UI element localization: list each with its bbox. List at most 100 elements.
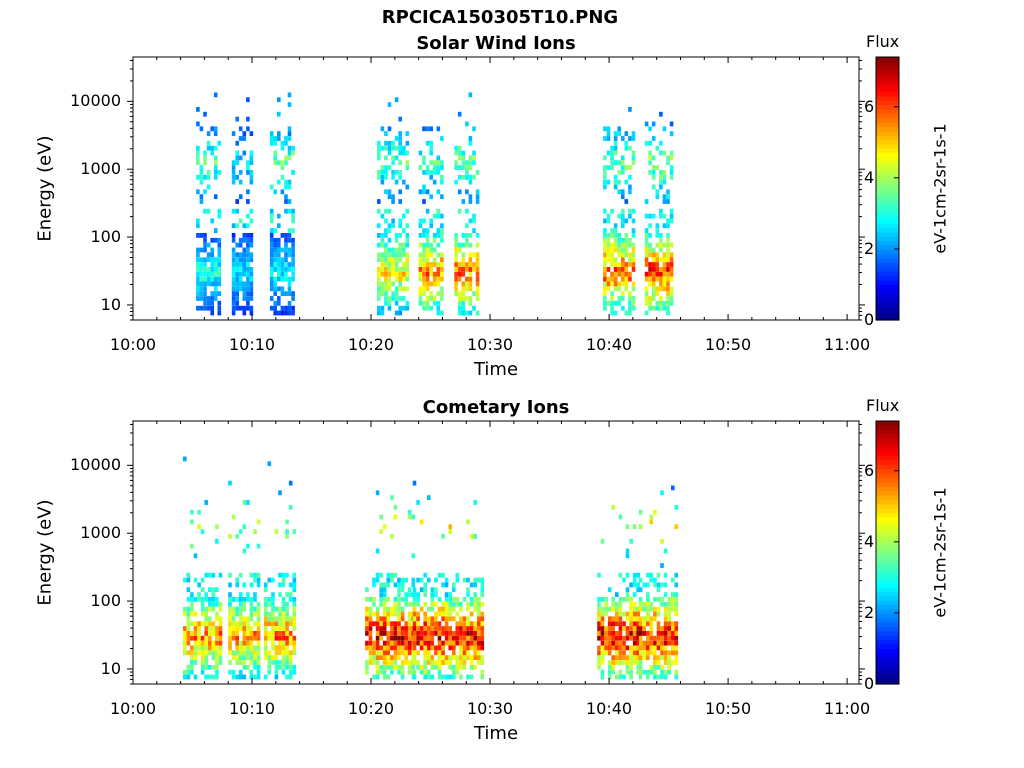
colorbar-segment [876, 170, 899, 176]
spectrogram-cell [407, 621, 412, 627]
spectrogram-cell [199, 247, 204, 253]
spectrogram-cell [284, 199, 288, 204]
spectrogram-cell [387, 247, 392, 253]
spectrogram-cell [646, 631, 650, 636]
colorbar-segment [876, 109, 899, 115]
spectrogram-cell [228, 626, 232, 631]
spectrogram-cell [249, 582, 254, 588]
colorbar-segment [876, 543, 899, 549]
spectrogram-cell [382, 582, 387, 588]
spectrogram-cell [291, 257, 295, 263]
spectrogram-cell [380, 305, 385, 311]
spectrogram-cell [648, 126, 652, 132]
spectrogram-cell [368, 606, 373, 612]
spectrogram-cell [632, 582, 637, 588]
spectrogram-cell [404, 601, 408, 607]
spectrogram-cell [473, 601, 477, 607]
spectrogram-cell [387, 150, 392, 156]
spectrogram-cell [285, 534, 289, 539]
spectrogram-cell [193, 597, 198, 602]
spectrogram-cell [407, 601, 412, 607]
spectrogram-cell [235, 645, 239, 651]
spectrogram-cell [211, 631, 216, 636]
spectrogram-cell [380, 213, 385, 219]
spectrogram-cell [448, 616, 452, 622]
spectrogram-cell [384, 155, 388, 161]
spectrogram-cell [281, 606, 286, 612]
spectrogram-cell [365, 660, 369, 665]
spectrogram-cell [368, 621, 373, 627]
spectrogram-cell [215, 660, 219, 665]
spectrogram-cell [430, 664, 435, 670]
spectrogram-cell [277, 296, 281, 301]
x-tick-label: 10:50 [705, 699, 752, 718]
spectrogram-cell [377, 170, 381, 175]
spectrogram-cell [644, 237, 649, 243]
spectrogram-cell [440, 257, 444, 263]
spectrogram-cell [671, 635, 675, 641]
spectrogram-cell [610, 165, 614, 170]
spectrogram-cell [190, 543, 194, 549]
spectrogram-cell [372, 582, 376, 588]
spectrogram-cell [249, 310, 254, 316]
colorbar-segment [876, 591, 899, 597]
spectrogram-cell [249, 233, 254, 238]
spectrogram-cell [462, 597, 467, 602]
colorbar-segment [876, 495, 899, 501]
spectrogram-cell [600, 538, 605, 544]
spectrogram-cell [249, 305, 254, 311]
spectrogram-cell [394, 276, 399, 282]
spectrogram-cell [249, 669, 254, 675]
spectrogram-cell [663, 650, 668, 656]
spectrogram-cell [213, 276, 218, 282]
spectrogram-cell [468, 281, 473, 287]
spectrogram-cell [291, 310, 295, 316]
spectrogram-cell [644, 276, 649, 282]
spectrogram-cell [603, 242, 607, 248]
spectrogram-cell [284, 276, 288, 282]
spectrogram-cell [183, 631, 187, 636]
spectrogram-cell [292, 601, 297, 607]
spectrogram-cell [242, 271, 247, 277]
spectrogram-cell [412, 660, 417, 665]
colorbar-segment [876, 653, 899, 659]
x-axis-label: Time [473, 723, 519, 744]
spectrogram-cell [277, 160, 281, 166]
spectrogram-cell [638, 640, 643, 646]
spectrogram-cell [246, 635, 250, 641]
spectrogram-cell [393, 626, 398, 631]
spectrogram-cell [183, 626, 187, 631]
spectrogram-cell [418, 262, 423, 267]
spectrogram-cell [217, 300, 222, 306]
spectrogram-cell [273, 237, 277, 243]
spectrogram-cell [228, 645, 232, 651]
spectrogram-cell [231, 635, 236, 641]
spectrogram-cell [441, 616, 445, 622]
spectrogram-cell [384, 271, 388, 277]
spectrogram-cell [642, 650, 646, 656]
spectrogram-cell [611, 660, 615, 665]
spectrogram-cell [287, 136, 292, 141]
spectrogram-cell [625, 587, 630, 593]
spectrogram-cell [238, 126, 243, 132]
spectrogram-cell [632, 640, 637, 646]
spectrogram-cell [423, 674, 427, 680]
spectrogram-cell [274, 631, 279, 636]
colorbar-segment [876, 70, 899, 76]
spectrogram-cell [210, 281, 214, 287]
colorbar-segment [876, 517, 899, 523]
spectrogram-cell [215, 587, 219, 593]
spectrogram-cell [231, 305, 236, 311]
spectrogram-cell [669, 267, 674, 272]
spectrogram-cell [656, 587, 661, 593]
spectrogram-cell [631, 155, 636, 161]
spectrogram-cell [292, 640, 297, 646]
spectrogram-cell [473, 631, 477, 636]
spectrogram-cell [246, 242, 250, 248]
spectrogram-cell [246, 616, 250, 622]
spectrogram-cell [648, 170, 652, 175]
spectrogram-cell [644, 121, 649, 127]
spectrogram-cell [659, 271, 663, 277]
spectrogram-cell [196, 107, 200, 112]
spectrogram-cell [402, 305, 406, 311]
